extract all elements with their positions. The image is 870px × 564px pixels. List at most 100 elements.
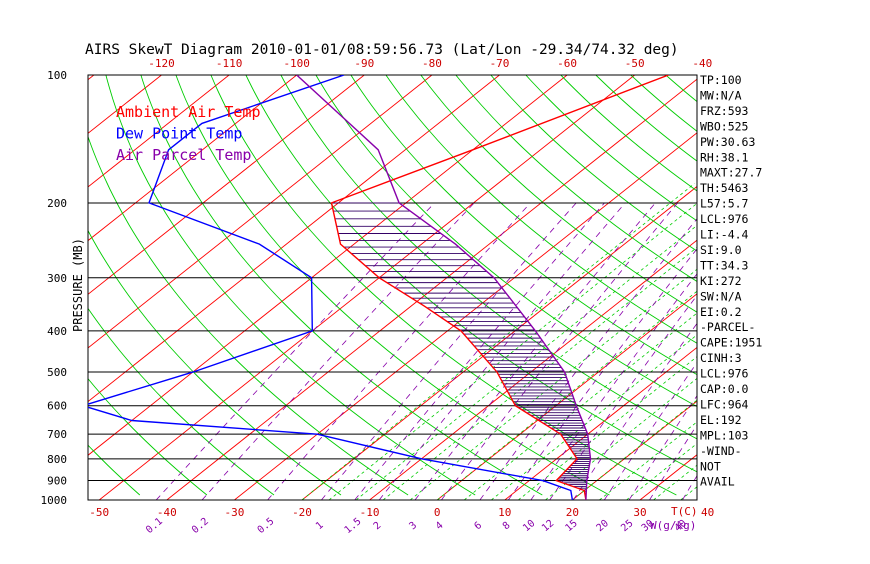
stability-index-entry: EL:192 bbox=[700, 413, 742, 427]
top-temp-tick-label: -80 bbox=[422, 57, 442, 70]
x-axis-unit-mix: W(g/kg) bbox=[650, 519, 696, 532]
x-axis-unit-temp: T(C) bbox=[671, 505, 698, 518]
stability-index-entry: CAP:0.0 bbox=[700, 382, 749, 396]
stability-index-entry: CAPE:1951 bbox=[700, 336, 762, 350]
dry-adiabat-line bbox=[526, 75, 870, 495]
mixing-ratio-tick-label: 3 bbox=[408, 520, 420, 532]
bottom-temp-tick-label: -10 bbox=[360, 506, 380, 519]
mixing-ratio-tick-label: 15 bbox=[563, 518, 579, 534]
mixing-ratio-tick-label: 8 bbox=[501, 520, 513, 532]
top-temp-tick-label: -90 bbox=[354, 57, 374, 70]
stability-index-entry: EI:0.2 bbox=[700, 305, 742, 319]
mixing-ratio-tick-label: 10 bbox=[521, 518, 537, 534]
legend-entry: Ambient Air Temp bbox=[116, 103, 261, 121]
pressure-tick-label: 700 bbox=[47, 428, 67, 441]
isotherm-line bbox=[0, 75, 26, 500]
mixing-ratio-line bbox=[650, 203, 851, 500]
stability-index-entry: PW:30.63 bbox=[700, 135, 755, 149]
stability-index-entry: LCL:976 bbox=[700, 367, 749, 381]
bottom-temp-tick-label: 20 bbox=[566, 506, 579, 519]
dry-adiabat-line bbox=[316, 75, 870, 495]
pressure-tick-label: 200 bbox=[47, 197, 67, 210]
pressure-tick-label: 500 bbox=[47, 366, 67, 379]
isotherm-line bbox=[505, 75, 870, 500]
stability-index-entry: SW:N/A bbox=[700, 289, 742, 303]
pressure-tick-label: 300 bbox=[47, 272, 67, 285]
pressure-tick-label: 600 bbox=[47, 400, 67, 413]
stability-index-entry: TH:5463 bbox=[700, 181, 749, 195]
stability-index-entry: -WIND- bbox=[700, 444, 742, 458]
pressure-tick-label: 1000 bbox=[41, 494, 68, 507]
bottom-temp-tick-label: -20 bbox=[292, 506, 312, 519]
top-temp-tick-label: -120 bbox=[148, 57, 175, 70]
top-temp-tick-label: -40 bbox=[692, 57, 712, 70]
stability-index-entry: WBO:525 bbox=[700, 119, 748, 133]
pressure-tick-label: 900 bbox=[47, 475, 67, 488]
dry-adiabat-line bbox=[351, 75, 870, 495]
dry-adiabat-line bbox=[771, 75, 870, 495]
stability-index-entry: -PARCEL- bbox=[700, 320, 755, 334]
mixing-ratio-line bbox=[480, 203, 710, 500]
dry-adiabat-line bbox=[456, 75, 870, 495]
mixing-ratio-tick-label: 0.1 bbox=[144, 516, 165, 536]
y-axis-label: PRESSURE (MB) bbox=[71, 238, 85, 332]
mixing-ratio-tick-label: 0.2 bbox=[190, 516, 211, 536]
stability-index-entry: CINH:3 bbox=[700, 351, 742, 365]
pressure-tick-label: 400 bbox=[47, 325, 67, 338]
mixing-ratio-tick-label: 4 bbox=[434, 520, 446, 532]
pressure-tick-label: 100 bbox=[47, 69, 67, 82]
dry-adiabat-line bbox=[666, 75, 870, 495]
top-temp-tick-label: -60 bbox=[557, 57, 577, 70]
isotherm-line bbox=[167, 75, 703, 500]
stability-index-entry: FRZ:593 bbox=[700, 104, 749, 118]
dry-adiabat-line bbox=[491, 75, 870, 495]
stability-index-entry: LI:-4.4 bbox=[700, 228, 749, 242]
bottom-temp-tick-label: -40 bbox=[157, 506, 177, 519]
stability-index-entry: AVAIL bbox=[700, 475, 735, 489]
top-temp-tick-label: -50 bbox=[625, 57, 645, 70]
bottom-temp-tick-label: -30 bbox=[224, 506, 244, 519]
stability-index-entry: LFC:964 bbox=[700, 397, 749, 411]
moist-adiabat-line bbox=[491, 184, 870, 501]
isotherm-line bbox=[32, 75, 568, 500]
stability-index-entry: TP:100 bbox=[700, 73, 742, 87]
top-temp-tick-label: -110 bbox=[216, 57, 243, 70]
dry-adiabat-line bbox=[841, 75, 870, 495]
mixing-ratio-tick-label: 2 bbox=[372, 520, 384, 532]
dry-adiabat-line bbox=[736, 75, 870, 495]
stability-index-entry: RH:38.1 bbox=[700, 150, 749, 164]
stability-index-entry: KI:272 bbox=[700, 274, 742, 288]
mixing-ratio-tick-label: 20 bbox=[595, 518, 611, 534]
bottom-temp-tick-label: 30 bbox=[633, 506, 646, 519]
stability-index-entry: SI:9.0 bbox=[700, 243, 742, 257]
bottom-temp-tick-label: 0 bbox=[434, 506, 441, 519]
bottom-temp-tick-label: 40 bbox=[701, 506, 714, 519]
dry-adiabat-line bbox=[806, 75, 870, 495]
isotherm-line bbox=[775, 75, 870, 500]
mixing-ratio-tick-label: 1 bbox=[314, 520, 326, 532]
moist-adiabat-line bbox=[356, 184, 749, 501]
legend-entry: Air Parcel Temp bbox=[116, 146, 251, 164]
pressure-tick-label: 800 bbox=[47, 453, 67, 466]
mixing-ratio-tick-label: 12 bbox=[540, 518, 556, 534]
mixing-ratio-tick-label: 0.5 bbox=[256, 516, 277, 536]
bottom-temp-tick-label: -50 bbox=[89, 506, 109, 519]
parcel-temp-line bbox=[297, 75, 591, 500]
mixing-ratio-tick-label: 25 bbox=[619, 518, 635, 534]
chart-title: AIRS SkewT Diagram 2010-01-01/08:59:56.7… bbox=[85, 42, 679, 58]
top-temp-tick-label: -100 bbox=[283, 57, 310, 70]
stability-index-entry: MPL:103 bbox=[700, 428, 749, 442]
mixing-ratio-tick-label: 6 bbox=[472, 520, 484, 532]
top-temp-tick-label: -70 bbox=[490, 57, 510, 70]
stability-index-entry: NOT bbox=[700, 459, 721, 473]
stability-index-entry: L57:5.7 bbox=[700, 197, 749, 211]
stability-index-entry: MW:N/A bbox=[700, 88, 742, 102]
stability-index-entry: MAXT:27.7 bbox=[700, 166, 762, 180]
mixing-ratio-tick-label: 1.5 bbox=[343, 516, 364, 536]
mixing-ratio-line bbox=[573, 203, 787, 500]
bottom-temp-tick-label: 10 bbox=[498, 506, 511, 519]
